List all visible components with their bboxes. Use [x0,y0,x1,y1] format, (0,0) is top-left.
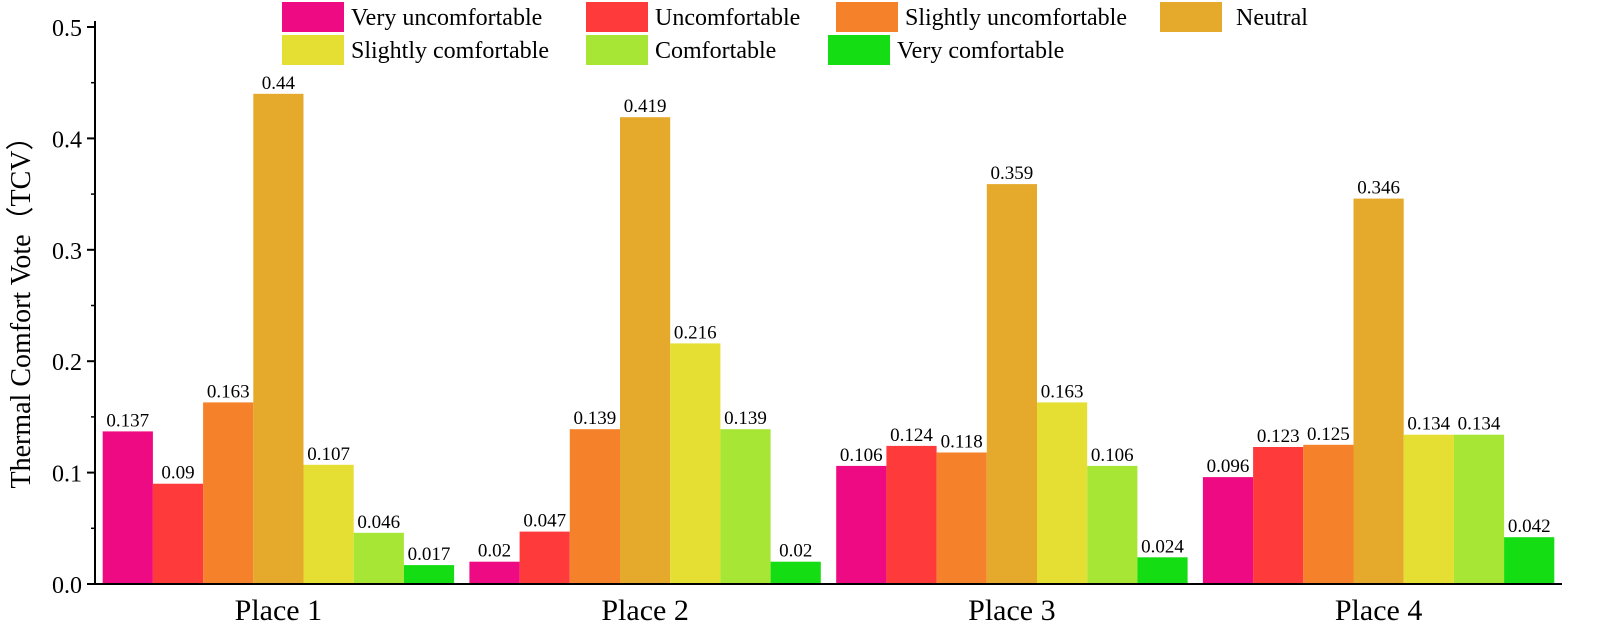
x-tick-label: Place 1 [235,594,322,627]
legend: Very uncomfortable Uncomfortable Slightly … [282,2,1308,65]
legend-item: Comfortable [586,35,776,65]
bar-2-1 [469,561,520,584]
bar-3-4 [986,184,1037,584]
value-label: 0.216 [674,322,717,343]
bar-2-4 [620,117,671,584]
bar-2-2 [519,531,570,584]
legend-swatch [1160,2,1222,32]
bar-3-2 [886,445,937,584]
legend-swatch [836,2,898,32]
bar-2-3 [569,429,620,584]
legend-swatch [282,35,344,65]
legend-item: Slightly uncomfortable [836,2,1127,32]
x-tick-label: Place 2 [601,594,688,627]
legend-label: Slightly uncomfortable [905,5,1127,31]
bar-1-3 [203,402,254,584]
bar-4-3 [1303,444,1354,585]
bar-2-5 [670,343,721,584]
legend-item: Slightly comfortable [282,35,549,65]
value-label: 0.163 [207,381,250,402]
value-label: 0.124 [890,425,933,446]
y-tick-label: 0.4 [52,127,82,153]
y-tick-label: 0.5 [52,16,82,42]
legend-label: Neutral [1236,5,1308,31]
bar-3-6 [1087,465,1138,584]
legend-item: Very comfortable [828,35,1064,65]
value-labels-layer: 0.137 0.09 0.163 0.44 0.107 0.046 0.017 0.02 0.0… [106,73,1550,565]
value-label: 0.419 [624,96,667,117]
bar-4-4 [1353,198,1404,584]
value-label: 0.139 [724,408,767,429]
bar-1-6 [353,532,404,584]
legend-item: Neutral [1160,2,1308,32]
value-label: 0.134 [1407,414,1450,435]
value-label: 0.046 [357,512,400,533]
y-tick-label: 0.3 [52,239,82,265]
bars-layer [102,93,1555,585]
y-tick-label: 0.1 [52,462,82,488]
value-label: 0.118 [941,432,983,453]
bar-4-1 [1202,477,1254,584]
value-label: 0.09 [161,463,194,484]
value-label: 0.44 [262,73,296,94]
legend-label: Slightly comfortable [351,38,549,64]
value-label: 0.139 [574,408,617,429]
bar-1-2 [152,483,204,584]
value-label: 0.163 [1041,381,1084,402]
bar-2-7 [770,561,821,584]
y-tick-label: 0.2 [52,350,82,376]
legend-swatch [282,2,344,32]
bar-1-1 [102,431,153,584]
legend-label: Very comfortable [897,38,1064,64]
value-label: 0.137 [106,410,149,431]
axes-layer: Place 1 Place 2 Place 3 Place 4 0.0 0.1 0.2 0.3… [5,16,1562,627]
legend-label: Uncomfortable [655,5,800,31]
legend-label: Comfortable [655,38,776,64]
value-label: 0.096 [1207,456,1250,477]
bar-4-5 [1403,434,1454,584]
value-label: 0.107 [307,444,350,465]
value-label: 0.134 [1458,414,1501,435]
bar-3-7 [1137,557,1188,584]
y-tick-label: 0.0 [52,573,82,599]
value-label: 0.02 [779,541,812,562]
value-label: 0.017 [408,544,451,565]
value-label: 0.123 [1257,426,1300,447]
legend-item: Uncomfortable [586,2,800,32]
value-label: 0.106 [1091,445,1134,466]
value-label: 0.047 [523,511,566,532]
x-tick-label: Place 4 [1335,594,1422,627]
x-tick-label: Place 3 [968,594,1055,627]
value-label: 0.042 [1508,516,1551,537]
value-label: 0.125 [1307,424,1350,445]
value-label: 0.024 [1141,536,1184,557]
y-axis-label: Thermal Comfort Vote（TCV） [5,122,37,488]
bar-4-6 [1453,434,1505,584]
bar-4-7 [1504,537,1555,584]
value-label: 0.359 [991,163,1034,184]
legend-swatch [828,35,890,65]
legend-swatch [586,2,648,32]
value-label: 0.02 [478,541,511,562]
bar-4-2 [1253,447,1304,584]
bar-1-4 [253,93,304,585]
bar-3-5 [1037,402,1088,584]
legend-item: Very uncomfortable [282,2,542,32]
value-label: 0.346 [1357,178,1400,199]
bar-1-7 [403,565,455,584]
legend-swatch [586,35,648,65]
bar-3-3 [936,452,987,584]
bar-2-6 [720,429,771,584]
legend-label: Very uncomfortable [351,5,542,31]
bar-1-5 [303,464,354,584]
bar-3-1 [836,465,887,584]
value-label: 0.106 [840,445,883,466]
